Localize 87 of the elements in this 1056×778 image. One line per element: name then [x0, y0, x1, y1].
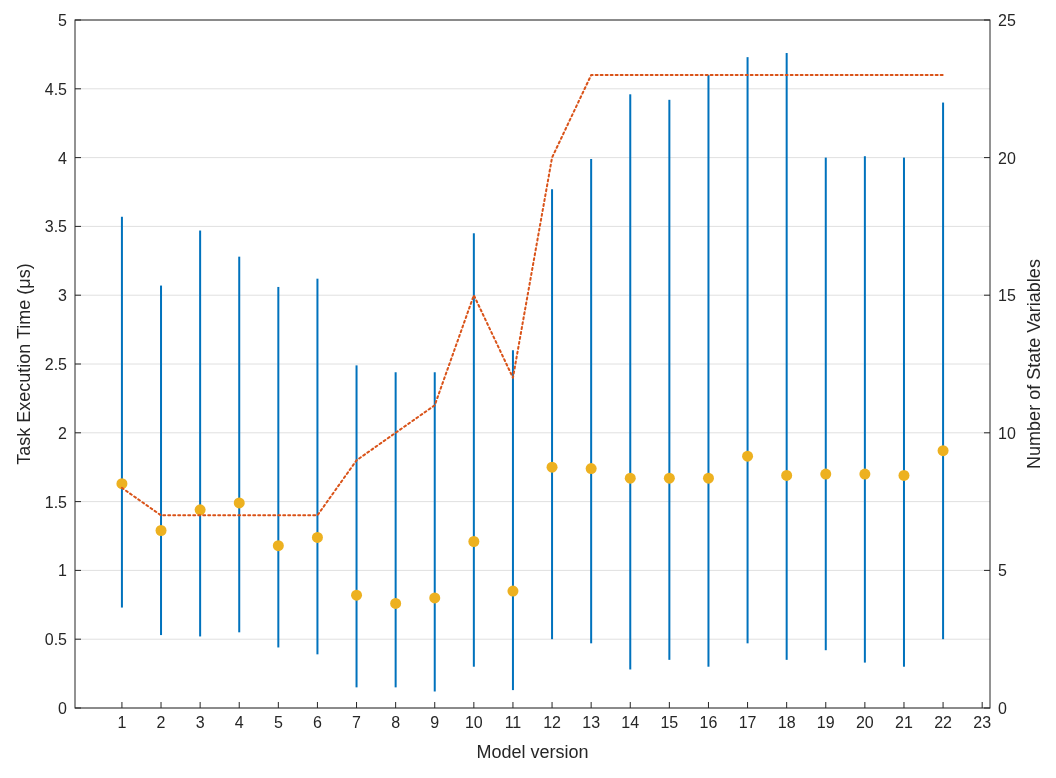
y-tick-label: 2 — [58, 424, 68, 442]
bar — [355, 365, 358, 688]
x-tick-label: 1 — [117, 714, 127, 731]
point — [116, 478, 128, 490]
bar — [551, 189, 554, 640]
y2-tick-label: 5 — [998, 562, 1007, 580]
point — [507, 585, 519, 597]
point — [311, 531, 323, 543]
point — [702, 472, 714, 484]
x-tick-label: 21 — [895, 714, 913, 731]
bar — [942, 102, 945, 640]
x-tick-label: 23 — [973, 714, 992, 731]
point — [390, 597, 402, 609]
x-tick-label: 16 — [699, 714, 718, 731]
point — [233, 497, 245, 509]
point — [663, 472, 675, 484]
bar — [824, 157, 827, 651]
x-tick-label: 22 — [934, 714, 953, 731]
bar — [785, 53, 788, 660]
bar — [120, 216, 123, 608]
y-tick-label: 3 — [58, 287, 68, 305]
bar — [746, 57, 749, 644]
bar — [707, 75, 710, 667]
bar — [863, 156, 866, 663]
y2-tick-label: 25 — [998, 12, 1016, 29]
bar — [394, 372, 397, 688]
y-tick-label: 0.5 — [44, 631, 68, 649]
x-tick-label: 7 — [352, 714, 362, 731]
x-tick-label: 10 — [464, 714, 483, 731]
x-tick-label: 20 — [855, 714, 874, 731]
x-tick-label: 6 — [312, 714, 322, 731]
y-tick-label: 3.5 — [44, 218, 68, 236]
y-tick-label: 5 — [58, 12, 68, 29]
point — [859, 468, 871, 480]
point — [272, 540, 284, 552]
point — [898, 469, 910, 481]
point — [585, 463, 597, 475]
y-tick-label: 4 — [58, 149, 68, 167]
x-tick-label: 15 — [660, 714, 679, 731]
point — [781, 469, 793, 481]
bar — [629, 94, 632, 670]
bar — [590, 158, 593, 644]
x-tick-label: 12 — [543, 714, 562, 731]
point — [820, 468, 832, 480]
bar — [277, 286, 280, 648]
bar — [316, 278, 319, 655]
x-tick-label: 3 — [195, 714, 205, 731]
point — [351, 589, 363, 601]
y2-axis-title: Number of State Variables — [1024, 259, 1044, 469]
y2-tick-label: 10 — [998, 424, 1016, 442]
point — [468, 536, 480, 547]
x-tick-label: 11 — [504, 714, 522, 731]
point — [546, 461, 558, 473]
point — [194, 504, 206, 516]
x-tick-label: 17 — [738, 714, 757, 731]
x-tick-label: 19 — [816, 714, 835, 731]
y-tick-label: 1.5 — [44, 493, 68, 511]
bar — [160, 285, 163, 636]
point — [937, 445, 949, 457]
bar — [902, 157, 905, 667]
bar — [668, 99, 671, 660]
x-tick-label: 13 — [582, 714, 601, 731]
y2-tick-label: 20 — [998, 149, 1016, 167]
x-tick-label: 4 — [234, 714, 244, 731]
x-tick-label: 2 — [156, 714, 166, 731]
y-tick-label: 2.5 — [44, 356, 68, 373]
bar — [511, 350, 514, 691]
x-tick-label: 8 — [391, 714, 401, 731]
point — [429, 592, 441, 604]
bar — [433, 372, 436, 692]
x-tick-label: 5 — [273, 714, 283, 731]
y-tick-label: 4.5 — [44, 80, 68, 98]
bar — [238, 256, 241, 633]
point — [742, 450, 754, 462]
point — [155, 525, 167, 536]
x-tick-label: 14 — [621, 714, 640, 731]
y-axis-title: Task Execution Time (μs) — [14, 263, 34, 465]
y2-tick-label: 15 — [998, 287, 1016, 305]
x-tick-label: 18 — [777, 714, 796, 731]
bar — [472, 233, 475, 667]
bar — [199, 230, 202, 637]
x-axis-title: Model version — [476, 742, 589, 762]
x-tick-label: 9 — [430, 714, 440, 731]
y-tick-label: 0 — [58, 700, 68, 717]
y-tick-label: 1 — [58, 562, 68, 580]
y2-tick-label: 0 — [998, 700, 1007, 717]
point — [624, 472, 636, 484]
